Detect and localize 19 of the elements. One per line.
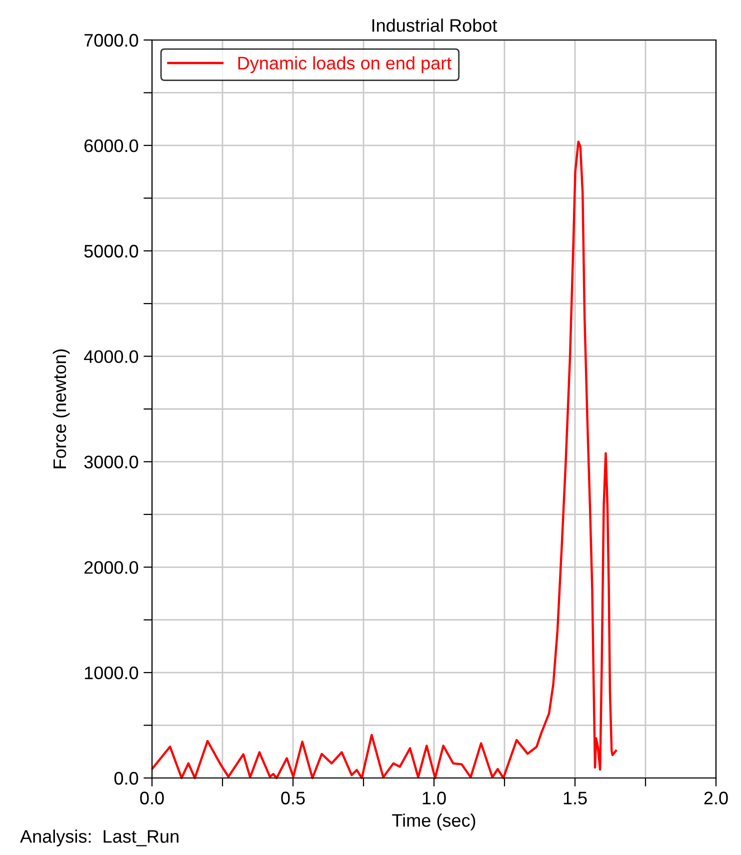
y-tick-label: 2000.0	[84, 561, 138, 574]
chart-title: Industrial Robot	[372, 18, 498, 32]
y-axis-title: Force (newton)	[52, 349, 70, 468]
x-tick-label: 1.0	[422, 792, 446, 804]
x-tick-label: 0.5	[281, 792, 305, 804]
y-tick-label: 7000.0	[84, 34, 138, 47]
y-tick-label: 3000.0	[84, 456, 138, 468]
y-tick-label: 5000.0	[84, 244, 138, 258]
line-series	[151, 140, 617, 780]
x-tick-label: 1.5	[564, 792, 587, 804]
y-tick-label: 6000.0	[84, 139, 138, 152]
legend-label: Dynamic loads on end part	[238, 56, 452, 74]
y-tick-label: 1000.0	[84, 666, 138, 680]
x-tick-label: 0.0	[140, 792, 164, 804]
x-tick-label: 2.0	[704, 792, 728, 804]
text: Analysis: Last_Run	[20, 830, 178, 846]
y-tick-label: 0.0	[114, 772, 138, 785]
x-axis-title: Time (sec)	[392, 814, 476, 830]
y-tick-label: 4000.0	[84, 350, 138, 364]
